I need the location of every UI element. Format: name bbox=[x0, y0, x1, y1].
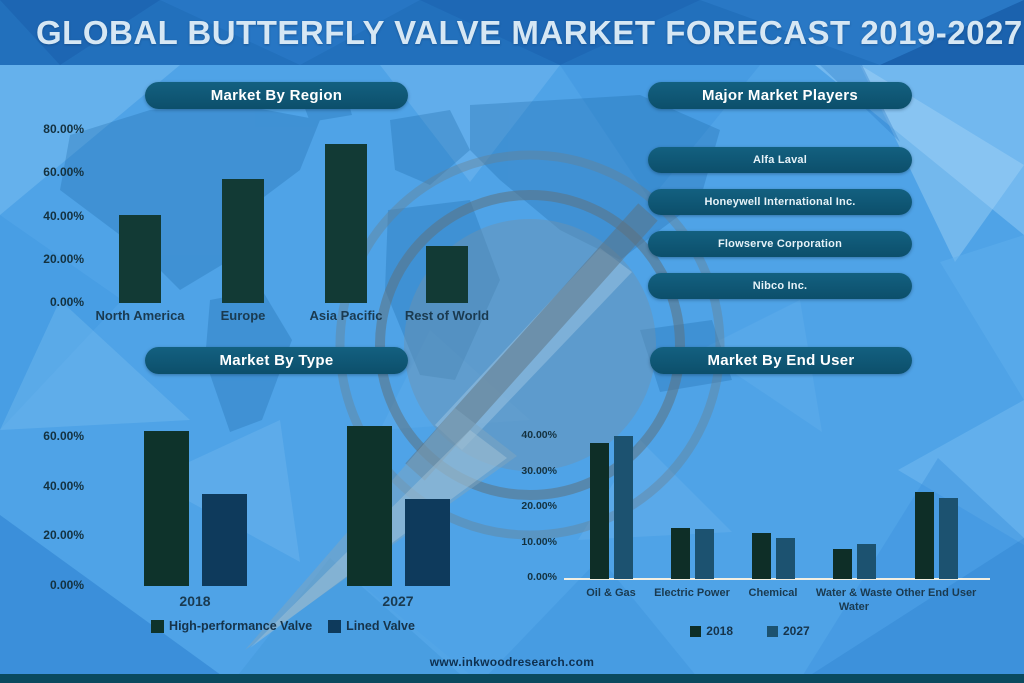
market-by-end-user-chart: 0.00% 10.00% 20.00% 30.00% 40.00% Oil & Gas El… bbox=[520, 418, 1000, 653]
category-label: Electric Power bbox=[654, 587, 730, 599]
y-tick-label: 40.00% bbox=[43, 208, 84, 223]
type-panel-title: Market By Type bbox=[219, 352, 334, 369]
y-tick-label: 0.00% bbox=[527, 571, 557, 583]
y-tick-label: 20.00% bbox=[521, 500, 557, 513]
market-by-region-chart: 0.00% 20.00% 40.00% 60.00% 80.00% North Ameri… bbox=[40, 116, 520, 341]
bar-value bbox=[119, 215, 161, 303]
enduser-panel-header: Market By End User bbox=[650, 347, 912, 374]
category-label: Other End User bbox=[895, 587, 977, 599]
category-label: Rest of World bbox=[404, 308, 490, 323]
player-pill: Nibco Inc. bbox=[648, 273, 912, 299]
legend-swatch bbox=[690, 625, 702, 637]
legend-label: High-performance Valve bbox=[169, 619, 313, 633]
bar-value bbox=[222, 178, 264, 303]
bar-2018 bbox=[914, 492, 934, 579]
type-chart-legend: High-performance Valve Lined Valve bbox=[118, 619, 448, 633]
region-panel-header: Market By Region bbox=[145, 82, 408, 109]
bar-value bbox=[426, 245, 468, 303]
y-tick-label: 30.00% bbox=[521, 464, 557, 477]
y-tick-label: 0.00% bbox=[49, 295, 84, 309]
bar-2018 bbox=[589, 442, 609, 579]
legend-swatch bbox=[151, 619, 165, 633]
players-panel-title: Major Market Players bbox=[701, 87, 859, 104]
region-panel-title: Market By Region bbox=[210, 87, 343, 104]
title-band bbox=[0, 0, 1024, 65]
y-tick-label: 40.00% bbox=[521, 429, 557, 442]
bar-2027 bbox=[856, 543, 876, 579]
bar-2018 bbox=[670, 527, 690, 579]
title-band-pattern bbox=[0, 0, 1024, 65]
legend-swatch bbox=[767, 625, 778, 637]
enduser-panel-title: Market By End User bbox=[707, 352, 855, 369]
player-name: Alfa Laval bbox=[753, 154, 807, 166]
player-name: Flowserve Corporation bbox=[718, 238, 842, 250]
bar-2018 bbox=[751, 532, 771, 579]
market-by-type-chart: 0.00% 20.00% 40.00% 60.00% 2018 2027 bbox=[40, 410, 520, 645]
y-tick-label: 60.00% bbox=[43, 165, 84, 180]
website-url: www.inkwoodresearch.com bbox=[429, 655, 595, 669]
category-label: Asia Pacific bbox=[309, 308, 383, 323]
type-panel-header: Market By Type bbox=[145, 347, 408, 374]
player-pill: Honeywell International Inc. bbox=[648, 189, 912, 215]
category-label: 2027 bbox=[382, 593, 414, 609]
y-tick-label: 20.00% bbox=[43, 251, 84, 266]
player-pill: Flowserve Corporation bbox=[648, 231, 912, 257]
bar-high-performance-valve bbox=[143, 430, 189, 586]
category-label: Chemical bbox=[748, 587, 798, 599]
y-tick-label: 80.00% bbox=[43, 122, 84, 136]
y-tick-label: 0.00% bbox=[49, 578, 84, 592]
bar-2027 bbox=[613, 435, 633, 579]
player-pill: Alfa Laval bbox=[648, 147, 912, 173]
legend-label: 2018 bbox=[706, 624, 733, 638]
valve-ring-inner bbox=[375, 190, 685, 500]
bar-2027 bbox=[938, 497, 958, 579]
legend-item: 2027 bbox=[767, 624, 810, 638]
bottom-strip bbox=[0, 674, 1024, 683]
legend-item: Lined Valve bbox=[328, 619, 415, 633]
players-panel-header: Major Market Players bbox=[648, 82, 912, 109]
bar-2018 bbox=[832, 548, 852, 579]
legend-label: Lined Valve bbox=[346, 619, 415, 633]
title-banner: GLOBAL BUTTERFLY VALVE MARKET FORECAST 2… bbox=[0, 0, 1024, 65]
bar-2027 bbox=[775, 538, 795, 579]
y-tick-label: 60.00% bbox=[43, 428, 84, 443]
valve-ring-outer bbox=[335, 150, 725, 540]
bar-2027 bbox=[694, 529, 714, 579]
enduser-chart-legend: 2018 2027 bbox=[630, 624, 870, 638]
legend-item: 2018 bbox=[690, 624, 733, 638]
legend-label: 2027 bbox=[783, 624, 810, 638]
y-tick-label: 40.00% bbox=[43, 478, 84, 493]
bar-high-performance-valve bbox=[346, 425, 392, 586]
bar-lined-valve bbox=[201, 494, 247, 586]
category-label: Europe bbox=[220, 308, 266, 323]
player-name: Nibco Inc. bbox=[752, 280, 808, 292]
y-tick-label: 10.00% bbox=[521, 535, 557, 548]
legend-swatch bbox=[328, 619, 342, 633]
bar-value bbox=[325, 144, 367, 303]
page-title: GLOBAL BUTTERFLY VALVE MARKET FORECAST 2… bbox=[36, 13, 1023, 51]
category-label: Water & Waste Water bbox=[815, 587, 893, 614]
world-map bbox=[60, 90, 732, 432]
legend-item: High-performance Valve bbox=[151, 619, 312, 633]
category-label: Oil & Gas bbox=[586, 587, 636, 599]
category-label: North America bbox=[95, 308, 185, 323]
category-label: 2018 bbox=[179, 593, 211, 609]
x-axis-line bbox=[564, 578, 990, 580]
bar-lined-valve bbox=[404, 498, 450, 586]
y-tick-label: 20.00% bbox=[43, 528, 84, 543]
player-name: Honeywell International Inc. bbox=[704, 196, 856, 208]
